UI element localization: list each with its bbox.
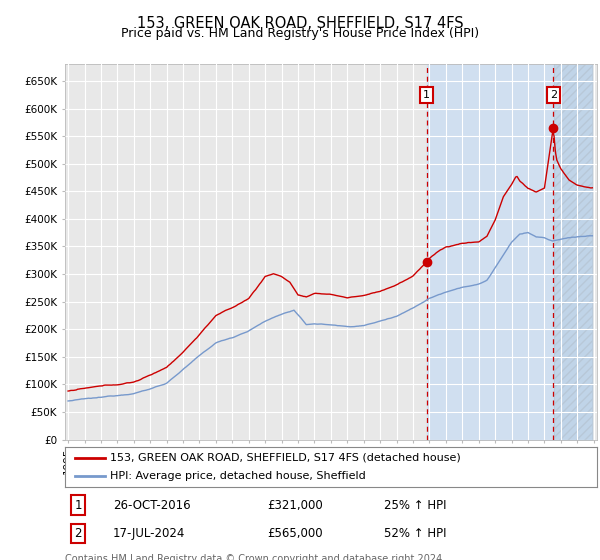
Text: 26-OCT-2016: 26-OCT-2016 [113, 498, 190, 511]
Text: 2: 2 [550, 90, 557, 100]
Text: Contains HM Land Registry data © Crown copyright and database right 2024.
This d: Contains HM Land Registry data © Crown c… [65, 554, 445, 560]
Text: 25% ↑ HPI: 25% ↑ HPI [384, 498, 446, 511]
Text: 153, GREEN OAK ROAD, SHEFFIELD, S17 4FS (detached house): 153, GREEN OAK ROAD, SHEFFIELD, S17 4FS … [110, 453, 461, 463]
Text: 2: 2 [74, 527, 82, 540]
Text: 1: 1 [423, 90, 430, 100]
Text: 17-JUL-2024: 17-JUL-2024 [113, 527, 185, 540]
Text: £565,000: £565,000 [267, 527, 323, 540]
Text: 153, GREEN OAK ROAD, SHEFFIELD, S17 4FS: 153, GREEN OAK ROAD, SHEFFIELD, S17 4FS [137, 16, 463, 31]
Text: HPI: Average price, detached house, Sheffield: HPI: Average price, detached house, Shef… [110, 472, 366, 481]
Text: 1: 1 [74, 498, 82, 511]
Text: Price paid vs. HM Land Registry's House Price Index (HPI): Price paid vs. HM Land Registry's House … [121, 27, 479, 40]
Text: £321,000: £321,000 [267, 498, 323, 511]
Text: 52% ↑ HPI: 52% ↑ HPI [384, 527, 446, 540]
